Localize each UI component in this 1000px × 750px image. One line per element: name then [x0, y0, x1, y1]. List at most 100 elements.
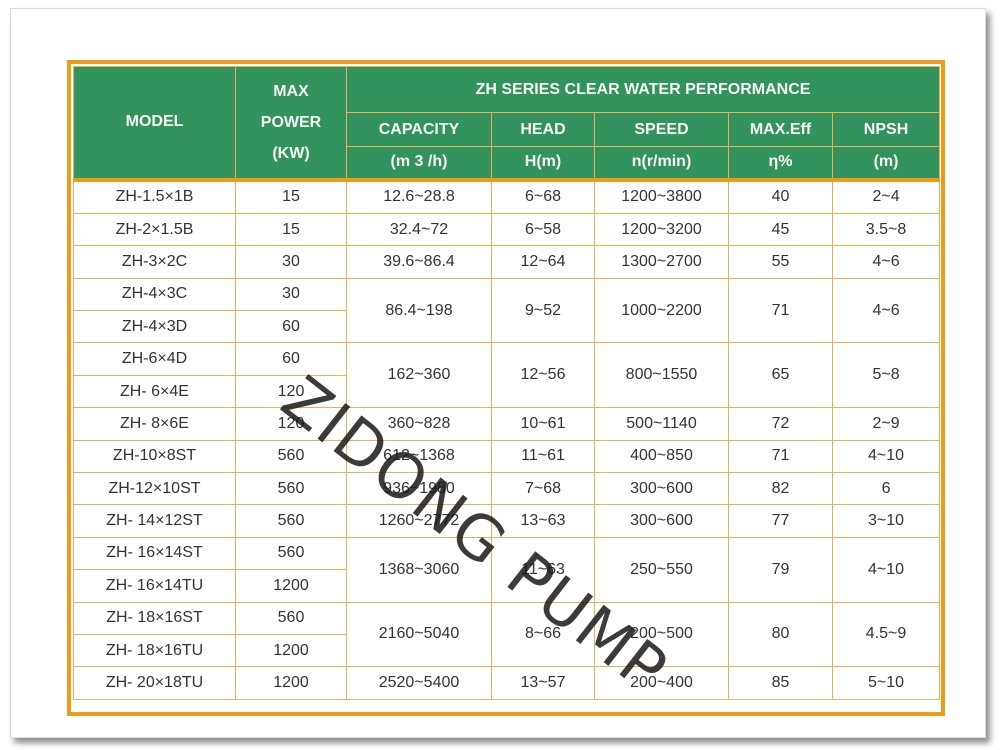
table-row: ZH- 20×18TU 1200 2520~5400 13~57 200~400 85 5~… — [73, 666, 941, 700]
cell-npsh: 4~6 — [831, 277, 941, 344]
cell-head: 12~64 — [491, 245, 595, 279]
cell-eff: 79 — [728, 536, 833, 603]
cell-npsh: 4.5~9 — [831, 601, 941, 668]
cell-head: 11~63 — [491, 536, 595, 603]
cell-power: 560 — [235, 439, 347, 474]
cell-npsh: 5~8 — [831, 342, 941, 409]
cell-npsh: 2~4 — [831, 177, 941, 214]
header-capacity: CAPACITY — [346, 112, 492, 147]
table-row: ZH-3×2C 30 39.6~86.4 12~64 1300~2700 55 4~6 — [73, 245, 941, 279]
table-row: ZH- 16×14ST 560 1368~3060 11~63 250~550 79 4~1… — [73, 536, 941, 603]
cell-model: ZH-4×3C — [73, 277, 236, 312]
table-row: ZH-2×1.5B 15 32.4~72 6~58 1200~3200 45 3.5~8 — [73, 212, 941, 247]
cell-npsh: 4~10 — [831, 439, 941, 474]
cell-npsh: 4~10 — [831, 536, 941, 603]
cell-capacity: 612~1368 — [346, 439, 492, 474]
table-row: ZH- 18×16TU 1200 — [73, 633, 940, 668]
cell-capacity: 936~1980 — [346, 472, 492, 506]
cell-speed: 800~1550 — [594, 342, 729, 409]
header-power-line: POWER — [260, 113, 322, 131]
cell-power: 120 — [235, 374, 347, 409]
cell-model: ZH- 16×14TU — [73, 569, 236, 603]
cell-head: 12~56 — [491, 342, 595, 409]
cell-capacity: 12.6~28.8 — [346, 177, 492, 214]
header-max-eff: MAX.Eff — [728, 112, 833, 147]
table-row: ZH-10×8ST 560 612~1368 11~61 400~850 71 4~10 — [73, 439, 941, 474]
table-row: ZH- 14×12ST 560 1260~2772 13~63 300~600 77 3~1… — [73, 504, 941, 538]
table-row: ZH- 16×14TU 1200 — [73, 569, 940, 603]
cell-npsh: 3~10 — [831, 504, 941, 538]
cell-eff: 55 — [728, 245, 833, 279]
cell-model: ZH-4×3D — [73, 310, 236, 344]
cell-eff: 71 — [728, 439, 833, 474]
cell-model: ZH- 18×16TU — [73, 633, 236, 668]
cell-model: ZH-12×10ST — [73, 472, 236, 506]
cell-model: ZH- 6×4E — [73, 374, 236, 409]
table-row: ZH-4×3C 30 86.4~198 9~52 1000~2200 71 4~6 — [73, 277, 941, 344]
cell-power: 560 — [235, 504, 347, 538]
unit-npsh: (m) — [831, 146, 941, 180]
table-row: ZH-4×3D 60 — [73, 310, 940, 344]
cell-capacity: 360~828 — [346, 407, 492, 441]
cell-model: ZH- 18×16ST — [73, 601, 236, 635]
cell-speed: 300~600 — [594, 472, 729, 506]
table-row: ZH-12×10ST 560 936~1980 7~68 300~600 82 6 — [73, 472, 941, 506]
cell-speed: 250~550 — [594, 536, 729, 603]
cell-power: 120 — [235, 407, 347, 441]
unit-capacity: (m 3 /h) — [346, 146, 492, 180]
cell-capacity: 2520~5400 — [346, 666, 492, 700]
cell-head: 7~68 — [491, 472, 595, 506]
header-max-power: MAX POWER (KW) — [235, 66, 347, 180]
cell-npsh: 3.5~8 — [831, 212, 941, 247]
table-row: ZH- 18×16ST 560 2160~5040 8~66 200~500 80 4.5~… — [73, 601, 941, 668]
cell-model: ZH-10×8ST — [73, 439, 236, 474]
cell-model: ZH- 8×6E — [73, 407, 236, 441]
cell-speed: 200~400 — [594, 666, 729, 700]
cell-head: 8~66 — [491, 601, 595, 668]
cell-capacity: 1260~2772 — [346, 504, 492, 538]
cell-head: 11~61 — [491, 439, 595, 474]
cell-speed: 1300~2700 — [594, 245, 729, 279]
cell-head: 10~61 — [491, 407, 595, 441]
cell-speed: 400~850 — [594, 439, 729, 474]
cell-speed: 1000~2200 — [594, 277, 729, 344]
cell-model: ZH-2×1.5B — [73, 212, 236, 247]
cell-npsh: 4~6 — [831, 245, 941, 279]
cell-capacity: 32.4~72 — [346, 212, 492, 247]
cell-model: ZH-6×4D — [73, 342, 236, 376]
cell-eff: 80 — [728, 601, 833, 668]
cell-head: 13~63 — [491, 504, 595, 538]
header-speed: SPEED — [594, 112, 729, 147]
cell-head: 6~68 — [491, 177, 595, 214]
cell-eff: 82 — [728, 472, 833, 506]
table-row: ZH-6×4D 60 162~360 12~56 800~1550 65 5~8 — [73, 342, 941, 409]
cell-head: 13~57 — [491, 666, 595, 700]
cell-capacity: 86.4~198 — [346, 277, 492, 344]
cell-power: 1200 — [235, 666, 347, 700]
cell-eff: 77 — [728, 504, 833, 538]
cell-speed: 300~600 — [594, 504, 729, 538]
header-power-line: MAX — [273, 82, 309, 100]
header-model: MODEL — [73, 66, 236, 180]
header-head: HEAD — [491, 112, 595, 147]
performance-table-container: MODEL MAX POWER (KW) ZH SERIES CLEAR WAT… — [67, 60, 945, 716]
cell-speed: 200~500 — [594, 601, 729, 668]
table-row: ZH- 6×4E 120 — [73, 374, 940, 409]
cell-model: ZH-1.5×1B — [73, 177, 236, 214]
cell-model: ZH- 14×12ST — [73, 504, 236, 538]
cell-capacity: 39.6~86.4 — [346, 245, 492, 279]
cell-power: 15 — [235, 177, 347, 214]
performance-table: MODEL MAX POWER (KW) ZH SERIES CLEAR WAT… — [73, 66, 941, 700]
cell-eff: 71 — [728, 277, 833, 344]
cell-capacity: 162~360 — [346, 342, 492, 409]
cell-model: ZH-3×2C — [73, 245, 236, 279]
cell-power: 30 — [235, 245, 347, 279]
cell-capacity: 2160~5040 — [346, 601, 492, 668]
table-row: ZH- 8×6E 120 360~828 10~61 500~1140 72 2~9 — [73, 407, 941, 441]
table-row: ZH-1.5×1B 15 12.6~28.8 6~68 1200~3800 40 2~4 — [73, 177, 941, 214]
photo-frame: MODEL MAX POWER (KW) ZH SERIES CLEAR WAT… — [10, 8, 986, 738]
cell-power: 15 — [235, 212, 347, 247]
cell-power: 560 — [235, 536, 347, 571]
cell-power: 560 — [235, 601, 347, 635]
cell-power: 60 — [235, 342, 347, 376]
